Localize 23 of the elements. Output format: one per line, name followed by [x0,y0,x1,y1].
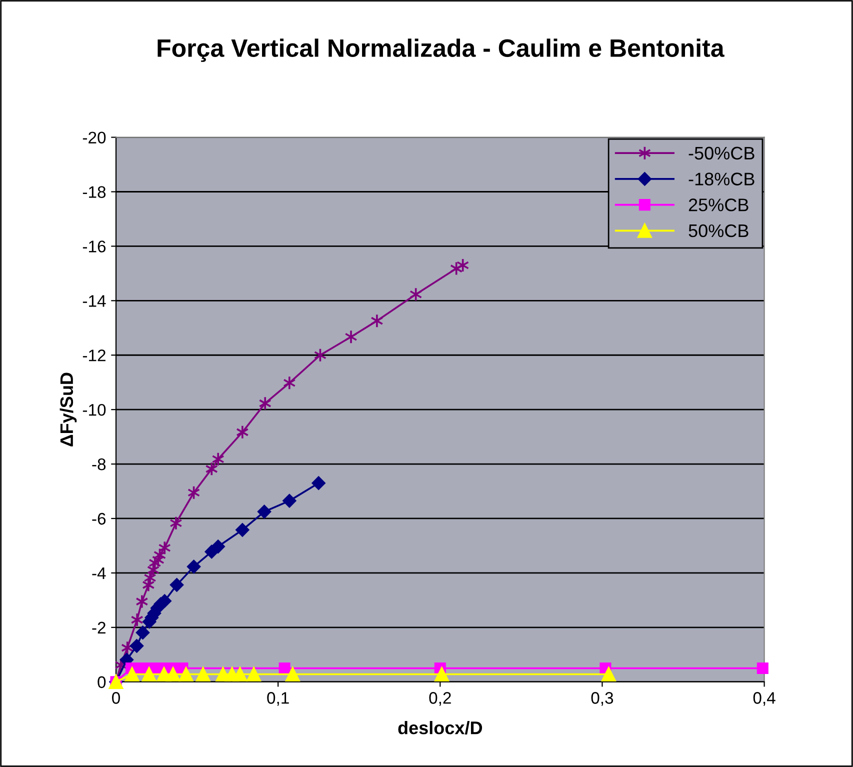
legend-label: -18%CB [688,172,754,186]
y-tick-label: -8 [92,458,106,470]
y-axis-title: ΔFy/SuD [60,372,77,446]
x-tick-label: 0,1 [267,692,289,706]
y-tick-label: -16 [82,240,106,252]
legend-label: 25%CB [688,198,748,212]
y-tick-label: -20 [82,132,106,144]
y-tick-label: -12 [82,350,106,362]
x-tick-label: 0,4 [753,692,776,706]
y-tick-label: -10 [82,404,106,416]
y-tick-label: -2 [92,622,106,634]
y-tick-label: 0 [98,676,106,688]
y-tick-label: -6 [92,512,106,525]
legend-label: 50%CB [688,224,748,238]
y-tick-label: -4 [92,568,106,579]
legend-label: -50%CB [688,146,754,160]
y-tick-label: -14 [82,295,106,307]
x-tick-label: 0 [112,692,120,704]
chart-title: Força Vertical Normalizada - Caulim e Bentonita [158,38,724,62]
y-tick-label: -18 [82,186,106,198]
x-axis-title: deslocx/D [398,721,482,734]
x-tick-label: 0,2 [429,692,451,706]
x-tick-label: 0,3 [591,692,614,706]
